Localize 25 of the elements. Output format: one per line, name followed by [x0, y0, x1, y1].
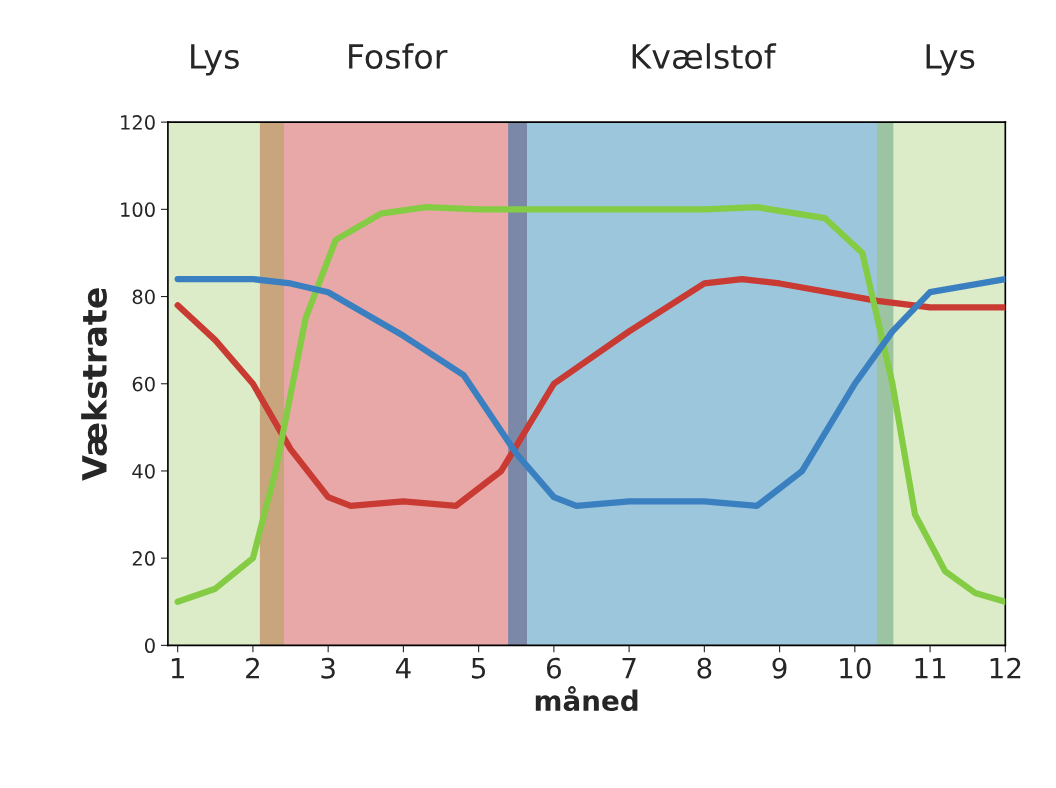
x-tick-label: 1 — [171, 658, 184, 679]
x-tick-label: 10 — [840, 657, 871, 679]
y-tick-label: 80 — [132, 289, 155, 305]
band-label: Fosfor — [349, 43, 448, 70]
y-axis-title: Vækstrate — [81, 288, 107, 481]
x-tick-label: 11 — [915, 658, 946, 679]
band-label: Kvælstof — [632, 43, 777, 70]
y-tick-label: 40 — [132, 463, 155, 479]
x-tick-label: 5 — [471, 658, 486, 679]
band-label: Lys — [926, 44, 975, 76]
y-tick-label: 60 — [132, 376, 155, 392]
x-tick-label: 8 — [697, 657, 712, 679]
x-tick-label: 9 — [772, 657, 787, 679]
x-tick-label: 4 — [395, 658, 411, 679]
band-label: Lys — [191, 44, 239, 76]
y-tick-label: 0 — [145, 638, 155, 654]
x-tick-label: 2 — [246, 657, 259, 679]
x-tick-label: 7 — [622, 658, 636, 679]
x-tick-label: 6 — [546, 657, 561, 679]
y-tick-label: 120 — [121, 115, 155, 130]
x-tick-label: 12 — [990, 657, 1021, 679]
x-tick-label: 3 — [321, 657, 335, 679]
y-tick-label: 100 — [121, 202, 155, 218]
y-tick-label: 20 — [132, 551, 155, 566]
x-axis-title: måned — [535, 686, 638, 712]
